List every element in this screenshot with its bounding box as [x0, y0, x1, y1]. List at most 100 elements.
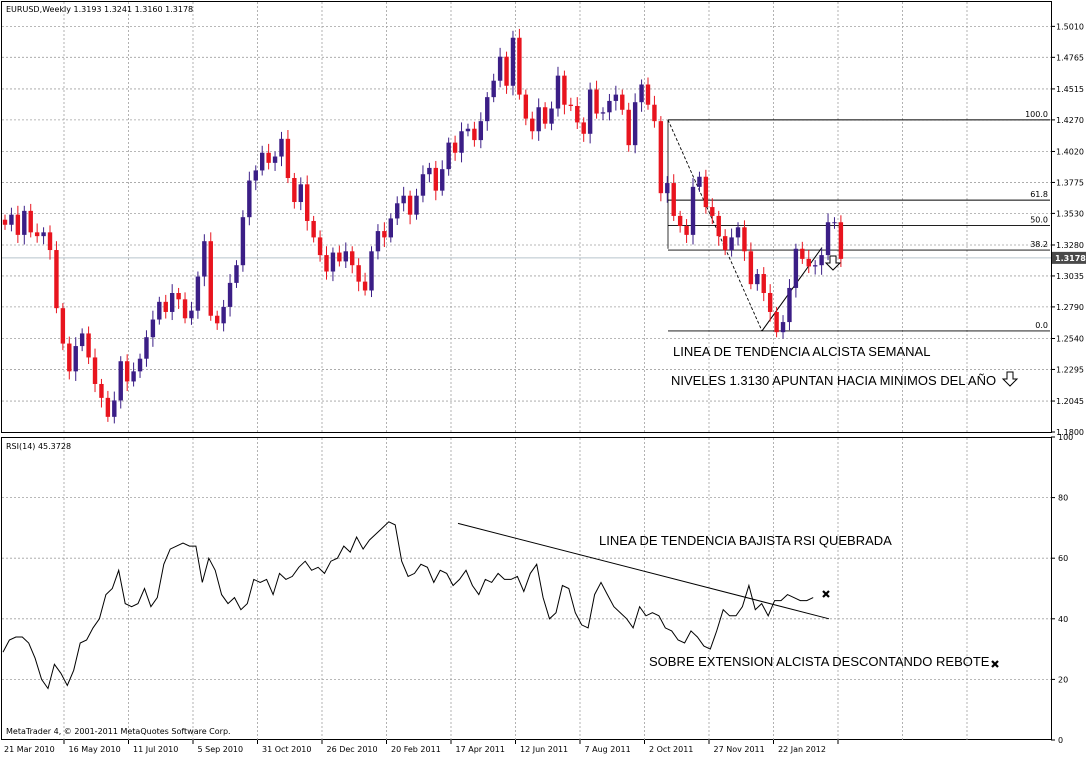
candle-body	[73, 346, 78, 372]
candle-body	[690, 186, 696, 235]
candle-body	[337, 252, 342, 262]
y-tick-label: 1.4765	[1056, 53, 1084, 62]
candle-body	[189, 310, 194, 319]
rsi-downtrend-line	[457, 522, 830, 620]
candle-body	[221, 306, 226, 324]
candle-body	[118, 361, 123, 401]
down-arrow-icon	[1001, 371, 1019, 387]
candle-body	[350, 251, 355, 266]
candle-body	[774, 311, 779, 333]
candle-body	[716, 215, 721, 237]
candle-body	[485, 97, 490, 122]
x-tick-label: 11 Jul 2010	[133, 745, 178, 754]
candle-body	[279, 138, 284, 157]
x-tick-label: 16 May 2010	[69, 745, 121, 754]
candle-body	[440, 169, 445, 191]
candle-body	[761, 274, 766, 293]
candle-body	[594, 89, 599, 114]
candle-body	[632, 102, 638, 146]
candle-body	[86, 333, 91, 358]
fib-label: 100.0	[1025, 110, 1048, 119]
candle-body	[124, 361, 130, 382]
y-tick-label: 1.4515	[1056, 85, 1084, 94]
candle-body	[555, 75, 561, 109]
x-tick-label: 27 Nov 2011	[714, 745, 765, 754]
candle-body	[362, 281, 368, 291]
candle-body	[324, 255, 329, 272]
candle-body	[710, 207, 715, 216]
candle-body	[28, 210, 33, 233]
candle-body	[735, 227, 741, 238]
candle-body	[169, 293, 175, 312]
x-tick-label: 2 Oct 2011	[649, 745, 693, 754]
candle-body	[317, 237, 323, 256]
candle-body	[395, 203, 400, 219]
x-tick-label: 12 Jun 2011	[520, 745, 568, 754]
candle-body	[838, 222, 844, 259]
candle-body	[748, 251, 754, 285]
y-tick-label: 1.3035	[1056, 272, 1084, 281]
candle-body	[407, 195, 413, 215]
annotation-rebound: SOBRE EXTENSION ALCISTA DESCONTANDO REBO…	[649, 654, 990, 669]
copyright: MetaTrader 4, © 2001-2011 MetaQuotes Sof…	[6, 727, 231, 736]
candle-body	[54, 250, 59, 309]
candle-body	[665, 183, 670, 194]
y-tick-label: 1.5010	[1056, 22, 1084, 31]
y-tick-label: 100	[1058, 433, 1073, 442]
candle-body	[343, 251, 348, 262]
candle-body	[645, 84, 651, 105]
candle-body	[465, 128, 471, 132]
candle-body	[67, 343, 72, 372]
candle-body	[825, 222, 831, 256]
candle-body	[510, 37, 516, 86]
fib-label: 0.0	[1035, 321, 1048, 330]
candle-body	[652, 104, 657, 122]
candle-body	[234, 265, 239, 283]
candle-body	[99, 383, 104, 398]
candle-body	[812, 265, 818, 267]
x-mark-icon	[822, 590, 830, 598]
candle-body	[131, 371, 136, 382]
candle-body	[542, 107, 548, 124]
y-tick-label: 1.2295	[1056, 365, 1084, 374]
fibonacci-levels[interactable]: 100.0 61.8 50.0 38.2 0.0	[667, 110, 1050, 332]
candle-body	[452, 142, 458, 153]
candle-body	[780, 322, 786, 333]
candle-body	[260, 152, 265, 171]
candle-body	[819, 255, 824, 266]
candle-body	[587, 89, 593, 134]
candle-body	[227, 282, 233, 307]
candle-body	[581, 122, 586, 134]
candle-body	[472, 128, 477, 141]
price-panel-frame	[1, 1, 1052, 433]
candle-body	[137, 358, 143, 372]
annotation-levels: NIVELES 1.3130 APUNTAN HACIA MINIMOS DEL…	[671, 373, 996, 388]
x-tick-label: 20 Feb 2011	[391, 745, 441, 754]
x-tick-label: 26 Dec 2010	[327, 745, 378, 754]
candle-body	[478, 121, 484, 141]
candle-body	[800, 248, 805, 259]
y-tick-label: 1.3280	[1056, 241, 1084, 250]
y-tick-label: 60	[1058, 554, 1068, 563]
rsi-panel-header: RSI(14) 45.3728	[6, 442, 71, 451]
candle-body	[607, 100, 612, 113]
candle-body	[613, 94, 619, 101]
candle-body	[497, 56, 503, 81]
candle-body	[504, 56, 509, 86]
candle-body	[157, 301, 162, 320]
candle-body	[240, 217, 246, 266]
y-tick-label: 1.3775	[1056, 178, 1084, 187]
candle-body	[806, 258, 811, 267]
y-tick-label: 1.2790	[1056, 303, 1084, 312]
candle-body	[459, 131, 464, 153]
candlestick-series	[2, 28, 844, 424]
candle-body	[536, 107, 541, 132]
candle-body	[523, 94, 529, 119]
candle-body	[549, 108, 554, 124]
candle-body	[60, 308, 66, 344]
candle-body	[446, 142, 451, 170]
rsi-series	[2, 521, 830, 690]
candle-body	[729, 237, 734, 251]
candle-body	[562, 75, 567, 105]
